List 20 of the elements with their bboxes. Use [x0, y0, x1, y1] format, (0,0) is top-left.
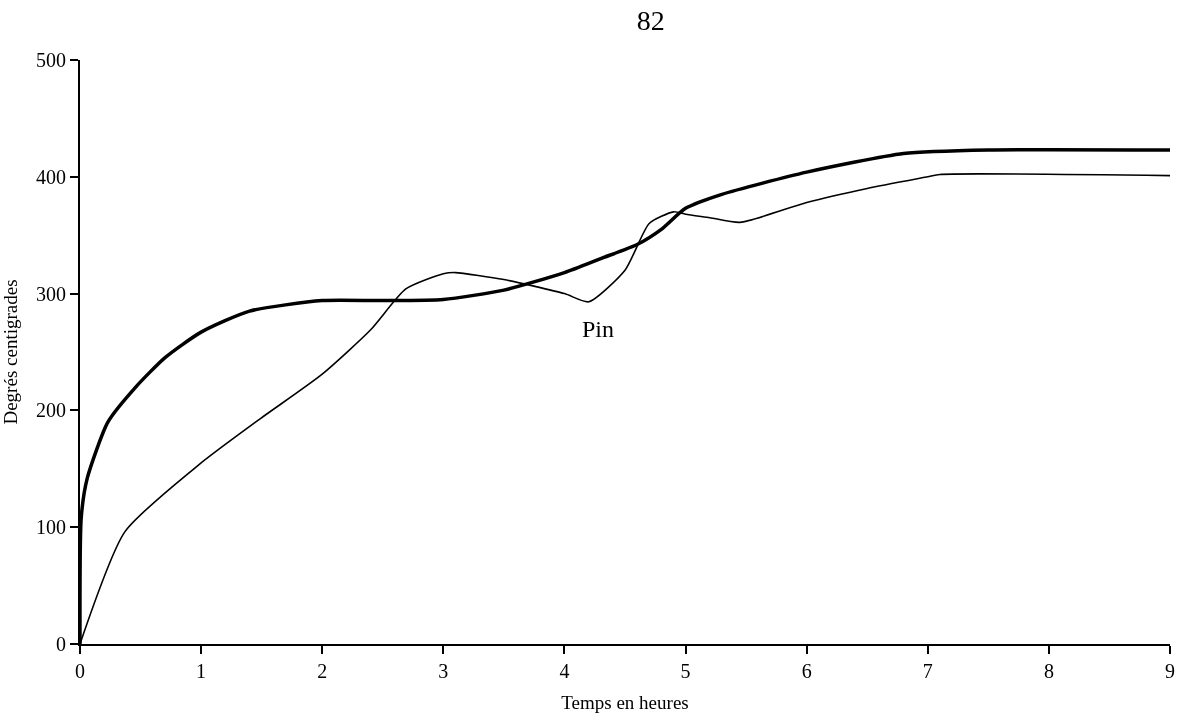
y-tick-label: 500 — [36, 49, 66, 71]
x-tick-label: 5 — [680, 660, 691, 682]
chart-title: 82 — [636, 5, 665, 37]
y-tick-label: 100 — [36, 516, 66, 539]
x-tick-label: 0 — [75, 660, 85, 682]
y-tick-label: 300 — [36, 282, 66, 305]
y-tick-label: 200 — [36, 399, 66, 422]
x-tick-label: 8 — [1043, 660, 1054, 682]
x-tick-label: 9 — [1165, 660, 1175, 682]
x-axis-title: Temps en heures — [561, 692, 689, 714]
x-tick-label: 6 — [801, 660, 812, 682]
x-tick-label: 7 — [922, 660, 933, 682]
y-tick-label: 0 — [56, 633, 66, 655]
y-tick-label: 400 — [36, 165, 66, 188]
x-tick-label: 4 — [559, 660, 570, 682]
x-tick-label: 3 — [438, 660, 449, 682]
x-tick-label: 2 — [317, 660, 328, 682]
annotation: Pin — [582, 316, 615, 342]
y-axis-title: Degrés centigrades — [0, 279, 21, 425]
x-tick-label: 1 — [196, 660, 207, 682]
